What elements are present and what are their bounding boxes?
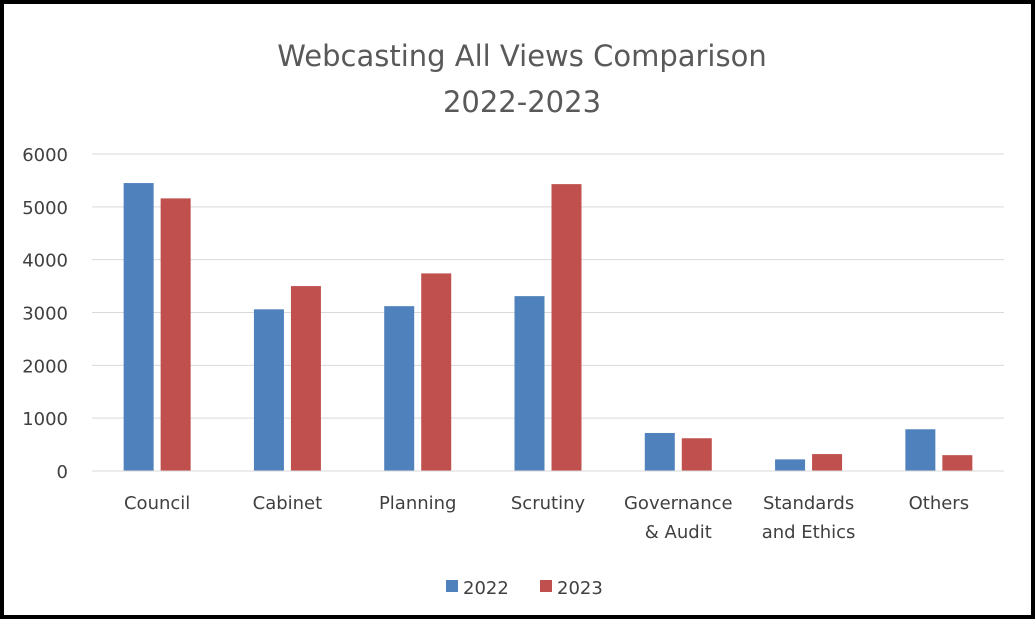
bar-2023-1 <box>290 286 321 471</box>
bar-2023-0 <box>160 198 191 471</box>
bar-2023-3 <box>551 184 582 472</box>
y-tick-label: 2000 <box>22 356 68 377</box>
bar-chart: Webcasting All Views Comparison 2022-202… <box>22 39 1004 599</box>
category-label: Others <box>909 493 970 514</box>
chart-title: Webcasting All Views Comparison 2022-202… <box>277 39 766 119</box>
y-tick-label: 5000 <box>22 198 68 219</box>
bar-2023-5 <box>812 454 843 471</box>
y-tick-label: 4000 <box>22 251 68 272</box>
chart-title-line-1: Webcasting All Views Comparison <box>277 39 766 73</box>
y-tick-label: 6000 <box>22 145 68 166</box>
category-label: Council <box>124 493 190 514</box>
category-label: Cabinet <box>253 493 323 514</box>
legend-swatch-2023 <box>540 580 552 592</box>
y-axis-ticks: 0 1000 2000 3000 4000 5000 6000 <box>22 145 68 483</box>
bar-2022-3 <box>514 296 545 471</box>
category-labels: Council Cabinet Planning Scrutiny Governance… <box>124 493 969 543</box>
bar-2022-2 <box>384 306 415 471</box>
bars <box>123 183 973 472</box>
bar-2023-2 <box>421 273 452 471</box>
category-label: & Audit <box>645 522 712 543</box>
bar-2022-0 <box>123 183 154 471</box>
y-tick-label: 0 <box>57 462 68 483</box>
bar-2022-4 <box>644 432 675 471</box>
chart-title-line-2: 2022-2023 <box>443 85 601 119</box>
category-label: and Ethics <box>762 522 856 543</box>
category-label: Standards <box>763 493 854 514</box>
bar-2023-6 <box>942 455 973 471</box>
legend: 2022 2023 <box>446 578 603 599</box>
gridlines <box>92 153 1004 419</box>
bar-2022-5 <box>775 459 806 471</box>
category-label: Planning <box>379 493 457 514</box>
y-tick-label: 1000 <box>22 409 68 430</box>
category-label: Scrutiny <box>511 493 586 514</box>
legend-label-2023: 2023 <box>557 578 603 599</box>
category-label: Governance <box>624 493 733 514</box>
y-tick-label: 3000 <box>22 304 68 325</box>
bar-2022-6 <box>905 429 936 471</box>
bar-2023-4 <box>681 438 712 471</box>
bar-2022-1 <box>253 309 284 471</box>
legend-label-2022: 2022 <box>463 578 509 599</box>
legend-swatch-2022 <box>446 580 458 592</box>
